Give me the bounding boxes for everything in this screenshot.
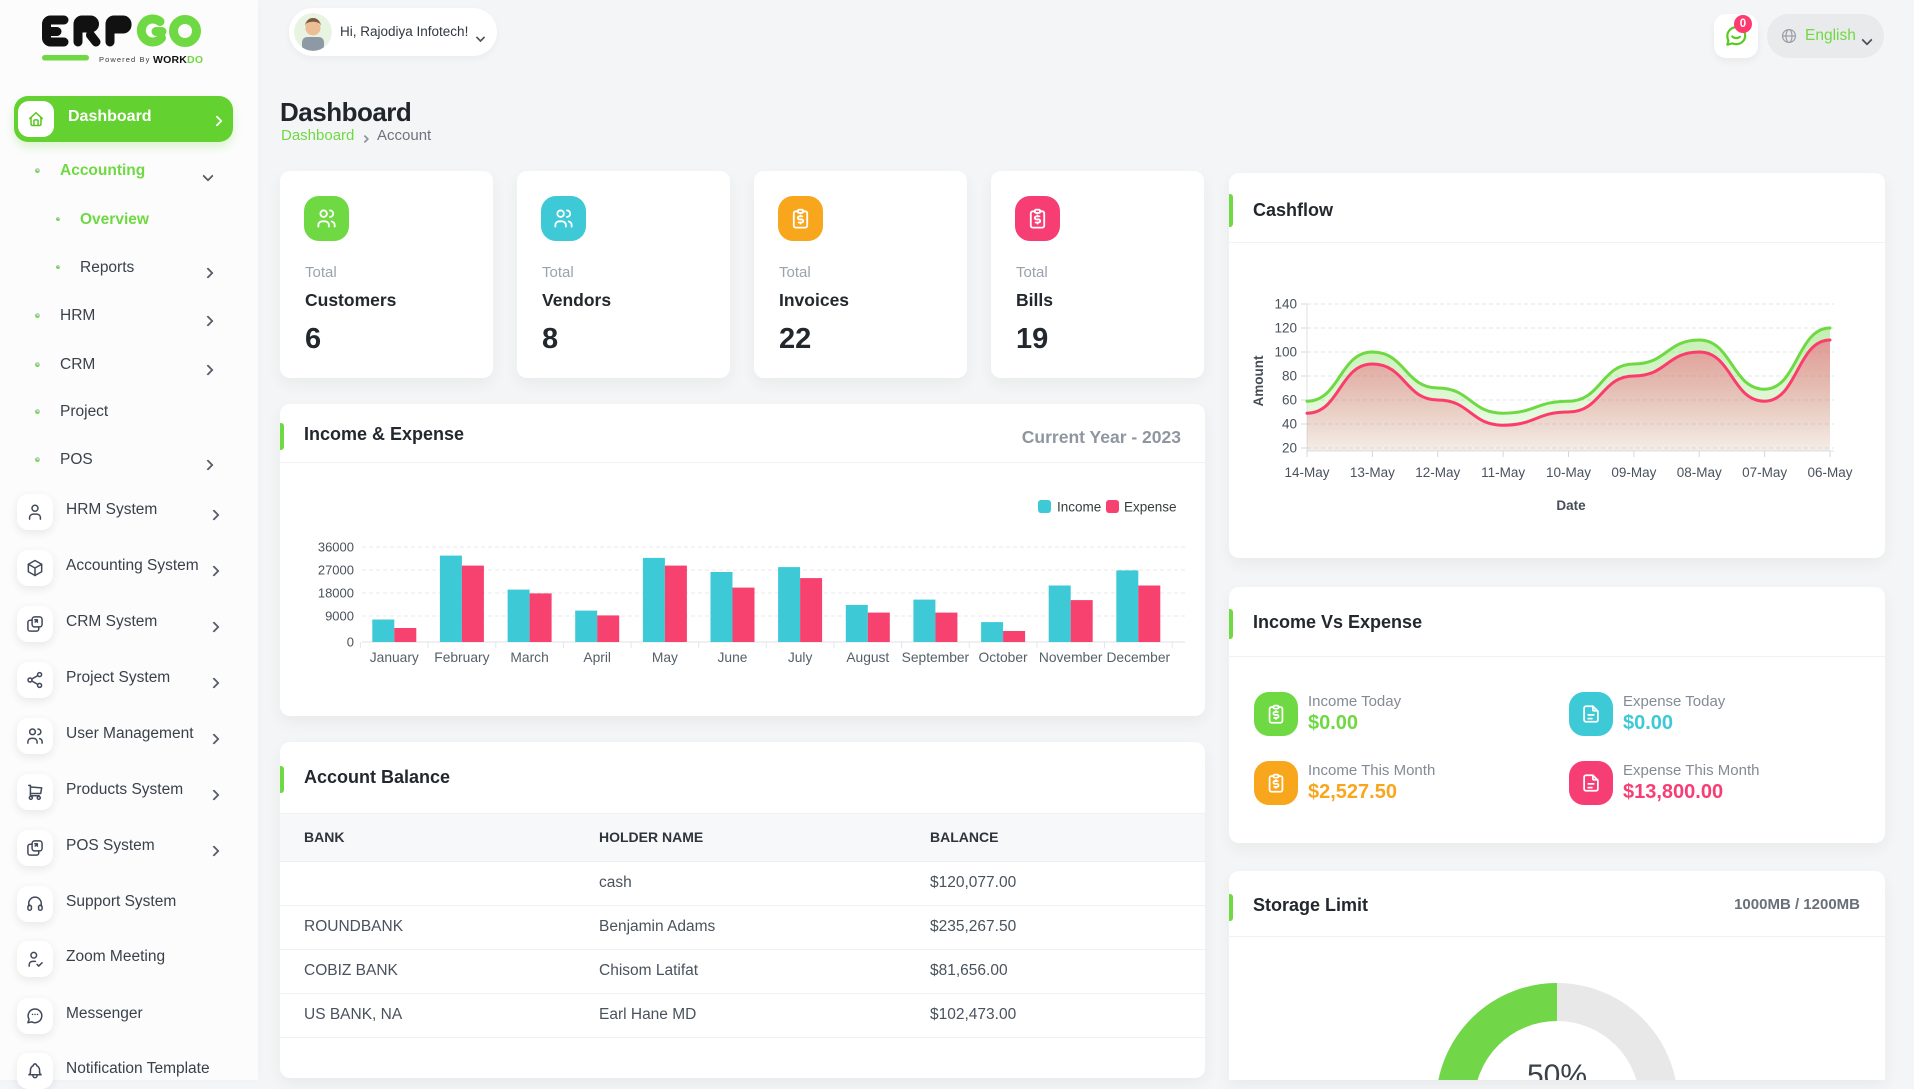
svg-text:11-May: 11-May [1481,465,1525,480]
svg-text:March: March [510,650,548,665]
svg-text:July: July [788,650,813,665]
svg-text:60: 60 [1282,393,1297,408]
svg-text:100: 100 [1274,345,1297,360]
svg-text:Income: Income [1057,500,1101,515]
svg-text:Date: Date [1556,498,1586,513]
svg-text:40: 40 [1282,417,1297,432]
svg-text:140: 140 [1274,297,1297,312]
svg-text:50%: 50% [1527,1059,1587,1080]
svg-text:June: June [718,650,748,665]
svg-text:April: April [583,650,611,665]
svg-text:27000: 27000 [318,563,354,578]
svg-text:09-May: 09-May [1611,465,1656,480]
svg-text:20: 20 [1282,441,1297,456]
svg-text:September: September [902,650,970,665]
svg-text:May: May [652,650,678,665]
svg-text:November: November [1039,650,1103,665]
svg-text:October: October [979,650,1028,665]
svg-text:80: 80 [1282,369,1297,384]
svg-text:WORKDO: WORKDO [153,54,203,66]
svg-text:06-May: 06-May [1807,465,1852,480]
svg-text:February: February [434,650,489,665]
svg-text:Expense: Expense [1124,500,1177,515]
svg-text:14-May: 14-May [1284,465,1329,480]
svg-text:120: 120 [1274,321,1297,336]
svg-text:January: January [370,650,419,665]
svg-text:Powered By: Powered By [99,55,150,64]
svg-text:August: August [846,650,889,665]
svg-text:07-May: 07-May [1742,465,1787,480]
svg-text:18000: 18000 [318,586,354,601]
svg-text:December: December [1106,650,1170,665]
svg-text:08-May: 08-May [1677,465,1722,480]
svg-text:10-May: 10-May [1546,465,1591,480]
svg-text:Amount: Amount [1251,355,1266,406]
svg-text:12-May: 12-May [1415,465,1460,480]
svg-text:9000: 9000 [325,609,354,624]
svg-text:36000: 36000 [318,540,354,555]
svg-text:0: 0 [347,635,354,650]
svg-text:13-May: 13-May [1350,465,1395,480]
